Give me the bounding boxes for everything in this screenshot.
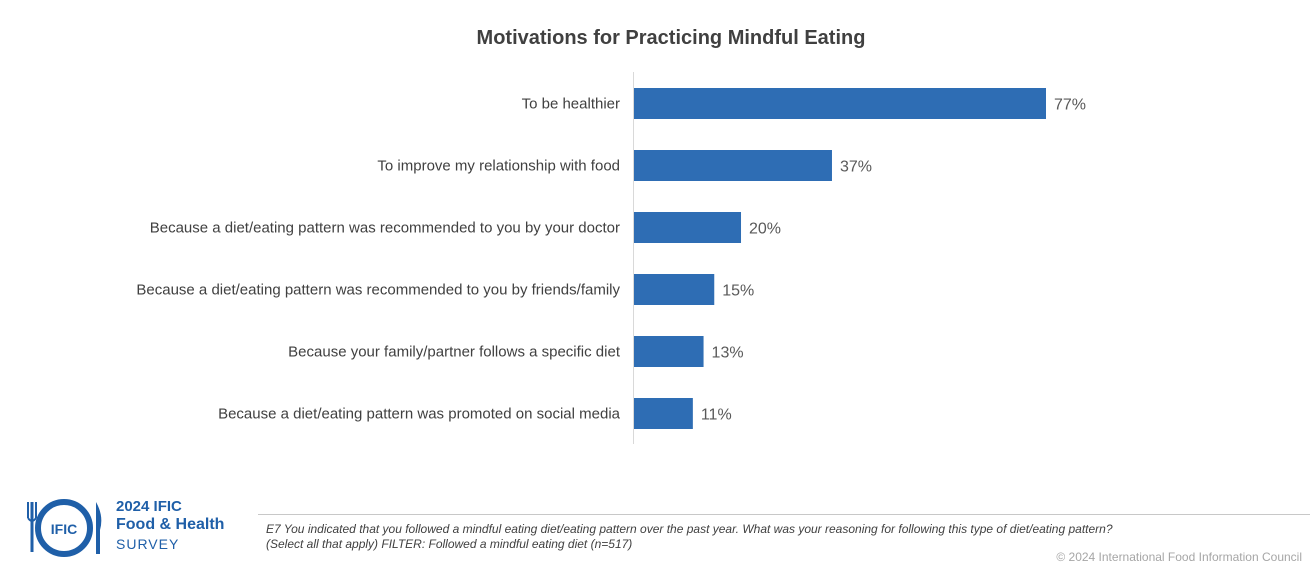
bar — [634, 212, 742, 243]
logo-name: Food & Health — [116, 516, 225, 533]
category-label: Because a diet/eating pattern was recomm… — [136, 282, 620, 299]
bar-chart: To be healthier 77% To improve my relation… — [136, 72, 1086, 444]
question-footnote: E7 You indicated that you followed a min… — [266, 522, 1266, 552]
bar — [634, 336, 704, 367]
data-label: 13% — [712, 345, 744, 362]
chart-title: Motivations for Practicing Mindful Eatin… — [476, 27, 866, 49]
category-label: To be healthier — [522, 96, 620, 113]
category-label: Because your family/partner follows a sp… — [288, 344, 621, 361]
knife-icon — [96, 502, 102, 554]
fork-icon — [27, 502, 37, 552]
footnote-line-1: E7 You indicated that you followed a min… — [266, 522, 1113, 536]
category-label: To improve my relationship with food — [377, 158, 620, 175]
ific-logo-mark: IFIC — [27, 499, 102, 557]
bar — [634, 398, 693, 429]
data-label: 20% — [749, 221, 781, 238]
category-label: Because a diet/eating pattern was promot… — [218, 406, 621, 423]
data-label: 77% — [1054, 97, 1086, 114]
data-label: 11% — [701, 407, 732, 424]
bar — [634, 274, 715, 305]
logo-year: 2024 IFIC — [116, 498, 182, 515]
logo-mark-text: IFIC — [51, 521, 77, 537]
ific-logo: IFIC 2024 IFIC Food & Health SURVEY — [24, 496, 254, 566]
footnote-line-2: (Select all that apply) FILTER: Followed… — [266, 537, 633, 551]
bar — [634, 88, 1046, 119]
logo-survey: SURVEY — [116, 536, 180, 552]
footer-divider — [258, 514, 1310, 515]
copyright-text: © 2024 International Food Information Co… — [1056, 550, 1302, 564]
category-label: Because a diet/eating pattern was recomm… — [150, 220, 620, 237]
plate-icon — [35, 499, 93, 557]
data-label: 37% — [840, 159, 872, 176]
bar — [634, 150, 832, 181]
data-label: 15% — [722, 283, 754, 300]
